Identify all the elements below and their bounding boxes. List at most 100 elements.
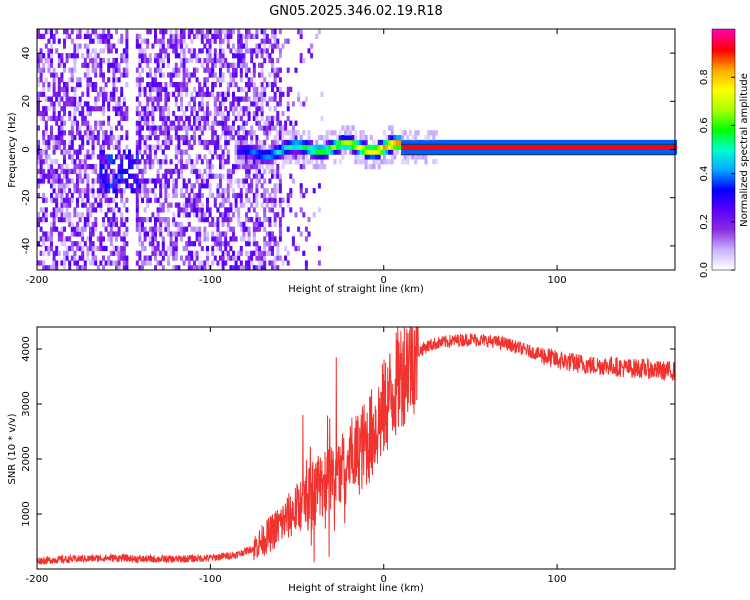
heatmap-cell: [164, 226, 168, 232]
heatmap-cell: [268, 149, 272, 155]
heatmap-cell: [81, 226, 85, 232]
heatmap-cell: [427, 135, 431, 141]
heatmap-cell: [161, 173, 165, 179]
heatmap-cell: [109, 221, 113, 228]
heatmap-cell: [102, 192, 105, 199]
heatmap-cell: [122, 72, 126, 78]
heatmap-cell: [39, 173, 43, 179]
heatmap-cell: [195, 202, 199, 208]
heatmap-cell: [83, 202, 87, 208]
heatmap-cell: [414, 130, 418, 136]
heatmap-cell: [193, 226, 196, 232]
heatmap-cell: [122, 101, 126, 107]
heatmap-cell: [60, 241, 64, 247]
heatmap-cell: [239, 159, 243, 165]
heatmap-cell: [229, 106, 233, 112]
heatmap-cell: [117, 250, 121, 256]
heatmap-cell: [161, 38, 165, 44]
colorbar-step: [712, 217, 735, 221]
colorbar-step: [712, 115, 735, 118]
heatmap-cell: [94, 82, 98, 88]
heatmap-cell: [206, 255, 209, 261]
heatmap-cell: [221, 115, 225, 122]
heatmap-cell: [117, 183, 121, 189]
heatmap-cell: [91, 48, 95, 54]
heatmap-cell: [281, 91, 285, 97]
heatmap-cell: [65, 250, 69, 256]
heatmap-cell: [268, 192, 272, 199]
heatmap-cell: [258, 125, 261, 131]
heatmap-cell: [533, 144, 537, 150]
heatmap-cell: [86, 48, 90, 54]
heatmap-cell: [245, 154, 248, 160]
heatmap-cell: [198, 101, 202, 107]
heatmap-cell: [216, 241, 220, 247]
heatmap-cell: [83, 33, 87, 40]
heatmap-cell: [616, 144, 620, 150]
heatmap-cell: [167, 226, 170, 232]
heatmap-cell: [193, 53, 196, 59]
heatmap-cell: [359, 130, 363, 136]
heatmap-cell: [63, 38, 66, 44]
heatmap-cell: [206, 29, 209, 35]
heatmap-cell: [268, 115, 272, 122]
heatmap-cell: [37, 57, 40, 64]
heatmap-cell: [76, 48, 79, 54]
heatmap-cell: [86, 110, 90, 117]
heatmap-cell: [122, 178, 126, 184]
heatmap-cell: [232, 192, 235, 199]
heatmap-cell: [161, 86, 165, 93]
heatmap-cell: [55, 178, 59, 184]
heatmap-cell: [83, 188, 87, 194]
heatmap-cell: [125, 260, 129, 266]
heatmap-cell: [211, 86, 215, 93]
heatmap-cell: [343, 149, 347, 155]
heatmap-cell: [242, 231, 246, 237]
heatmap-cell: [247, 106, 251, 112]
heatmap-cell: [263, 149, 267, 155]
heatmap-cell: [177, 67, 181, 73]
colorbar-step: [712, 141, 735, 144]
heatmap-cell: [427, 149, 431, 155]
heatmap-cell: [172, 110, 176, 117]
heatmap-cell: [50, 183, 53, 189]
heatmap-cell: [570, 144, 574, 150]
heatmap-cell: [401, 159, 405, 165]
heatmap-cell: [528, 149, 532, 155]
heatmap-cell: [169, 168, 173, 175]
heatmap-cell: [193, 106, 196, 112]
heatmap-cell: [174, 62, 178, 68]
heatmap-cell: [143, 115, 147, 122]
heatmap-cell: [510, 144, 514, 150]
heatmap-cell: [411, 149, 415, 155]
heatmap-cell: [226, 250, 230, 256]
heatmap-cell: [268, 57, 272, 64]
heatmap-cell: [354, 135, 358, 141]
heatmap-cell: [50, 115, 53, 122]
heatmap-cell: [57, 192, 61, 199]
heatmap-cell: [213, 72, 217, 78]
heatmap-cell: [112, 82, 116, 88]
heatmap-cell: [289, 159, 293, 165]
heatmap-cell: [260, 139, 264, 146]
heatmap-cell: [611, 149, 615, 155]
heatmap-cell: [369, 154, 373, 160]
heatmap-cell: [263, 43, 267, 49]
heatmap-cell: [52, 217, 56, 223]
heatmap-cell: [388, 125, 392, 131]
heatmap-cell: [250, 250, 254, 256]
heatmap-cell: [356, 154, 360, 160]
heatmap-cell: [115, 202, 118, 208]
heatmap-cell: [141, 188, 144, 194]
heatmap-cell: [265, 82, 269, 88]
heatmap-cell: [146, 82, 150, 88]
heatmap-cell: [515, 149, 519, 155]
heatmap-cell: [143, 86, 147, 93]
heatmap-cell: [148, 91, 152, 97]
heatmap-cell: [125, 38, 129, 44]
heatmap-cell: [115, 173, 118, 179]
heatmap-cell: [117, 245, 121, 252]
heatmap-cell: [286, 159, 290, 165]
heatmap-cell: [86, 207, 90, 213]
heatmap-cell: [135, 173, 139, 179]
